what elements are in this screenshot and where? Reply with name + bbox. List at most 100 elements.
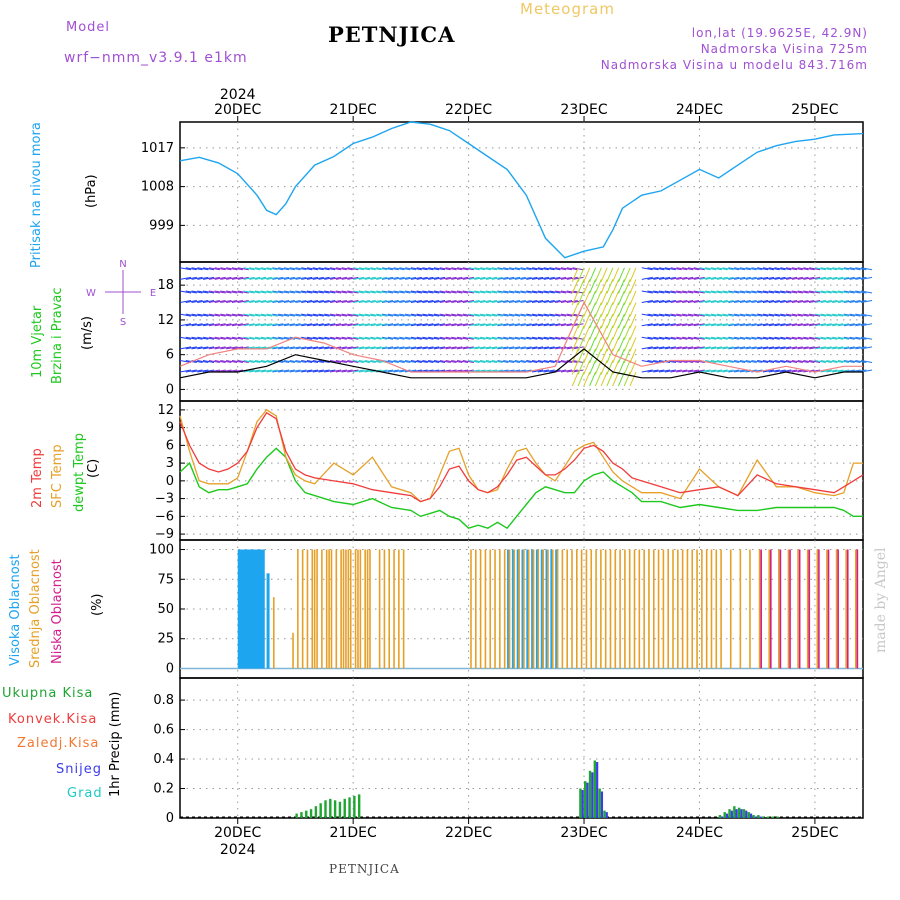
- wind-barb: [751, 323, 763, 327]
- wind-barb: [468, 313, 480, 317]
- wind-barb: [410, 323, 422, 327]
- wind-barb: [370, 323, 382, 327]
- wind-barb: [728, 313, 740, 317]
- wind-barb: [416, 336, 428, 340]
- wind-barb: [381, 336, 394, 340]
- wind-barb: [347, 276, 359, 280]
- cloud-bar: [580, 549, 583, 669]
- wind-barb: [503, 323, 515, 327]
- wind-barb: [572, 369, 584, 373]
- wind-barb: [566, 267, 578, 271]
- wind-barb: [705, 346, 717, 350]
- wind-barb: [623, 337, 631, 352]
- wind-barb: [549, 336, 561, 340]
- precip-bar-snow: [721, 816, 724, 818]
- cloud-bar: [369, 549, 371, 669]
- wind-barb: [583, 348, 591, 364]
- wind-barb: [272, 267, 284, 271]
- y-tick-label: 999: [149, 218, 174, 233]
- wind-barb: [526, 346, 538, 350]
- wind-barb: [658, 369, 671, 373]
- wind-barb: [647, 313, 659, 317]
- wind-barb: [197, 276, 209, 280]
- wind-barb: [393, 276, 405, 280]
- wind-barb: [237, 290, 249, 294]
- wind-barb: [301, 267, 313, 271]
- wind-barb: [508, 313, 521, 317]
- wind-barb: [837, 300, 850, 304]
- wind-barb: [451, 313, 463, 317]
- wind-barb: [249, 290, 261, 294]
- precip-bar-total: [728, 809, 731, 818]
- wind-barb: [664, 300, 676, 304]
- wind-barb: [497, 276, 509, 280]
- wind-barb: [837, 359, 850, 363]
- wind-barb: [682, 323, 694, 327]
- wind-barb: [797, 290, 809, 294]
- wind-barb: [699, 346, 711, 350]
- wind-barb: [295, 276, 307, 280]
- wind-barb: [843, 336, 855, 340]
- wind-barb: [803, 359, 815, 363]
- wind-barb: [745, 336, 757, 340]
- cloud-bar: [696, 549, 698, 669]
- wind-barb: [439, 323, 451, 327]
- wind-barb: [705, 369, 717, 373]
- wind-barb: [572, 300, 584, 304]
- wind-barb: [670, 369, 682, 373]
- precip-bar-snow: [730, 810, 733, 818]
- wind-barb: [278, 369, 290, 373]
- wind-barb: [456, 276, 469, 280]
- wind-barb: [693, 313, 705, 317]
- cloud-bar: [494, 549, 496, 669]
- wind-barb: [555, 336, 567, 340]
- cloud-bar: [316, 549, 318, 669]
- wind-barb: [514, 323, 526, 327]
- wind-barb: [387, 276, 399, 280]
- model-label: Model: [66, 20, 111, 35]
- cloud-bar: [778, 549, 780, 669]
- wind-barb: [612, 337, 620, 352]
- wind-barb: [306, 267, 319, 271]
- wind-barb: [606, 313, 614, 329]
- wind-barb: [849, 267, 861, 271]
- wind-barb: [629, 348, 637, 364]
- wind-barb: [283, 300, 295, 304]
- cloud-bar: [550, 549, 554, 669]
- wind-barb: [243, 323, 255, 327]
- wind-barb: [295, 267, 307, 271]
- wind-barb: [617, 279, 625, 294]
- wind-barb: [254, 267, 267, 271]
- wind-barb: [370, 300, 382, 304]
- precip-bar-snow: [581, 790, 584, 818]
- wind-barb: [577, 325, 585, 340]
- wind-barb: [508, 276, 521, 280]
- wind-barb: [381, 267, 394, 271]
- wind-barb: [485, 346, 497, 350]
- wind-barb: [370, 267, 382, 271]
- cloud-bar: [835, 549, 838, 669]
- wind-barb: [594, 371, 602, 387]
- wind-barb: [716, 290, 728, 294]
- wind-barb: [456, 313, 469, 317]
- wind-barb: [526, 359, 538, 363]
- wind-barb: [734, 323, 746, 327]
- wind-barb: [462, 336, 474, 340]
- wind-barb: [757, 323, 769, 327]
- wind-barb: [520, 336, 532, 340]
- wind-barb: [456, 336, 469, 340]
- wind-barb: [549, 290, 561, 294]
- wind-barb: [399, 300, 411, 304]
- wind-barb: [393, 359, 405, 363]
- cloud-bar: [535, 549, 539, 669]
- wind-barb: [358, 359, 371, 363]
- wind-barb: [485, 336, 497, 340]
- precip-bar-total: [343, 798, 346, 818]
- wind-barb: [301, 323, 313, 327]
- wind-barb: [202, 313, 215, 317]
- wind-barb: [249, 336, 261, 340]
- wind-barb: [433, 336, 446, 340]
- wind-barb: [780, 323, 792, 327]
- legend-snow: Snijeg: [56, 762, 102, 777]
- wind-barb: [462, 300, 474, 304]
